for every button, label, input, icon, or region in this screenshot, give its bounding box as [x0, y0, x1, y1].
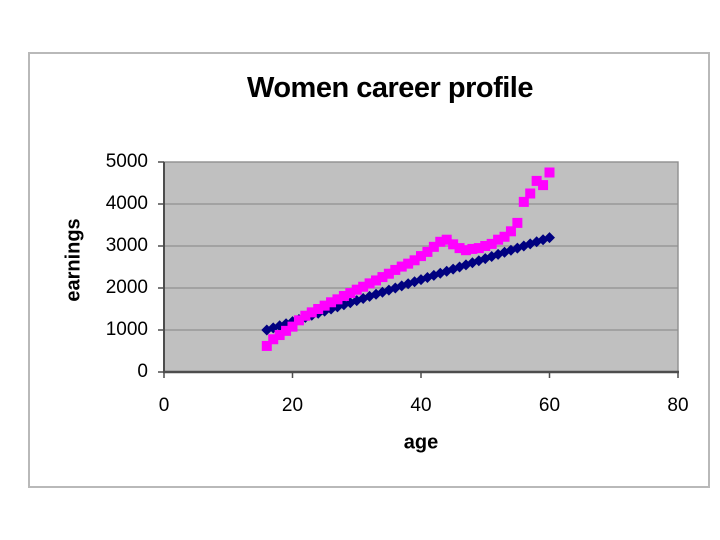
y-tick-label: 2000 — [105, 277, 148, 298]
y-tick-label: 0 — [137, 361, 148, 382]
x-tick-label: 60 — [538, 395, 561, 416]
square-marker — [460, 245, 471, 256]
square-marker — [403, 258, 414, 269]
square-marker — [416, 251, 426, 262]
square-marker — [351, 284, 362, 295]
square-marker — [473, 243, 484, 254]
diamond-marker — [544, 232, 555, 244]
y-tick-label: 3000 — [105, 235, 148, 256]
square-marker — [467, 243, 478, 254]
diamond-marker — [434, 267, 446, 279]
square-marker — [538, 180, 549, 191]
square-marker — [493, 234, 504, 245]
diamond-marker — [531, 236, 543, 248]
square-marker — [313, 304, 324, 314]
y-axis-title: earnings — [62, 218, 85, 302]
y-tick-label: 4000 — [105, 193, 148, 214]
square-marker — [512, 217, 523, 228]
square-marker — [428, 241, 439, 252]
square-marker — [326, 297, 337, 308]
square-marker — [480, 241, 491, 251]
diamond-marker — [338, 299, 350, 311]
x-tick-label: 20 — [281, 395, 304, 416]
square-marker — [281, 325, 292, 336]
square-marker — [358, 281, 369, 292]
square-marker — [300, 310, 311, 321]
square-marker — [422, 246, 433, 257]
square-marker — [441, 234, 452, 245]
y-tick-label: 5000 — [105, 151, 148, 172]
x-tick-label: 80 — [667, 395, 689, 416]
square-marker — [261, 340, 272, 351]
square-marker — [396, 261, 407, 272]
x-axis-tick-labels: 0 20 40 60 80 — [30, 54, 708, 486]
square-marker — [287, 321, 298, 332]
square-marker — [274, 330, 285, 341]
y-tick-label: 1000 — [105, 319, 148, 340]
square-marker — [364, 278, 375, 289]
square-marker — [531, 175, 542, 186]
square-marker — [338, 290, 349, 301]
x-tick-label: 0 — [158, 395, 170, 416]
square-marker — [383, 268, 394, 279]
square-marker — [525, 188, 536, 199]
square-marker — [435, 236, 446, 247]
plot-svg — [158, 161, 679, 378]
diamond-marker — [402, 278, 414, 290]
square-marker — [518, 196, 529, 207]
square-marker — [319, 300, 330, 311]
plot-area — [164, 162, 678, 372]
square-marker — [377, 272, 388, 283]
square-marker — [268, 334, 279, 345]
square-marker — [332, 294, 343, 305]
square-marker — [544, 167, 555, 178]
y-axis-tick-labels: 0 1000 2000 3000 4000 5000 — [30, 54, 154, 486]
square-marker — [454, 243, 465, 254]
x-axis-title: age — [403, 431, 439, 454]
square-marker — [448, 239, 459, 250]
square-marker — [390, 264, 401, 275]
chart-object[interactable]: 0 1000 2000 3000 4000 5000 0 20 40 60 80 Women ca… — [28, 52, 710, 488]
diamond-marker — [466, 257, 478, 269]
square-marker — [306, 307, 317, 318]
square-marker — [499, 231, 510, 242]
square-marker — [486, 238, 497, 249]
x-tick-label: 40 — [410, 395, 432, 416]
square-marker — [409, 255, 420, 266]
square-marker — [293, 315, 304, 326]
square-marker — [371, 275, 382, 286]
square-marker — [505, 226, 516, 237]
diamond-marker — [370, 288, 382, 300]
chart-title: Women career profile — [246, 72, 534, 104]
square-marker — [345, 288, 356, 299]
